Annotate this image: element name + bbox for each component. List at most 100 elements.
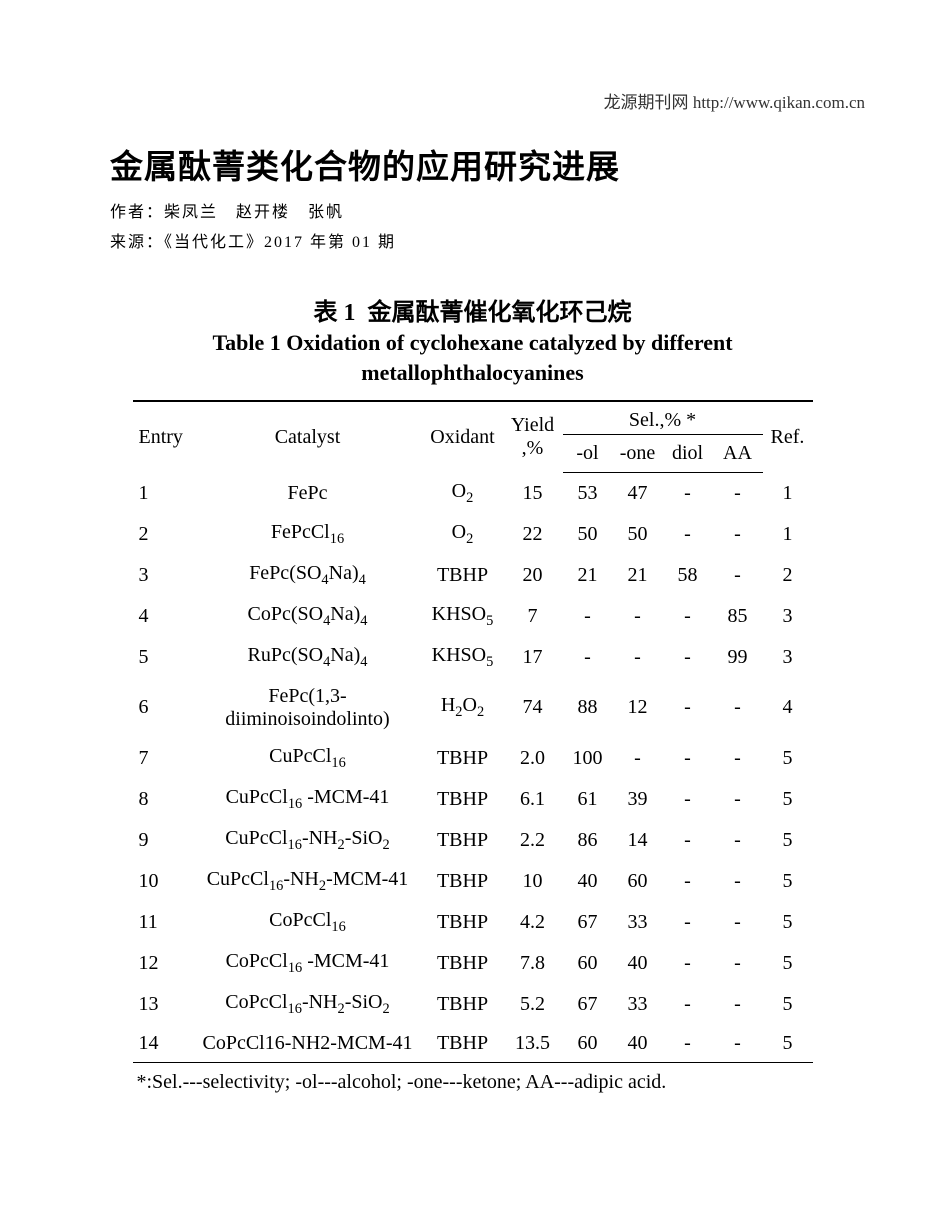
cell-catalyst: CoPcCl16 -MCM-41 <box>193 943 423 984</box>
cell-yield: 15 <box>503 473 563 514</box>
cell-ref: 3 <box>763 637 813 678</box>
header-site-name: 龙源期刊网 <box>604 93 689 112</box>
col-entry: Entry <box>133 401 193 473</box>
cell-entry: 14 <box>133 1025 193 1063</box>
cell-oxidant: TBHP <box>423 820 503 861</box>
cell-catalyst: RuPc(SO4Na)4 <box>193 637 423 678</box>
cell-sel-one: 50 <box>613 514 663 555</box>
cell-catalyst: CoPc(SO4Na)4 <box>193 596 423 637</box>
cell-oxidant: TBHP <box>423 984 503 1025</box>
data-table: Entry Catalyst Oxidant Yield ,% Sel.,% *… <box>133 400 813 1063</box>
caption-cn-prefix: 表 1 <box>314 300 356 326</box>
cell-oxidant: H2O2 <box>423 678 503 738</box>
col-oxidant: Oxidant <box>423 401 503 473</box>
cell-sel-diol: 58 <box>663 555 713 596</box>
cell-sel-aa: - <box>713 514 763 555</box>
cell-entry: 9 <box>133 820 193 861</box>
cell-yield: 2.0 <box>503 738 563 779</box>
cell-ref: 5 <box>763 738 813 779</box>
table-row: 7CuPcCl16TBHP2.0100---5 <box>133 738 813 779</box>
cell-sel-one: - <box>613 637 663 678</box>
header-source-line: 龙源期刊网 http://www.qikan.com.cn <box>604 88 865 113</box>
cell-entry: 1 <box>133 473 193 514</box>
cell-catalyst: FePc(1,3-diiminoisoindolinto) <box>193 678 423 738</box>
col-sel-aa: AA <box>713 435 763 473</box>
cell-ref: 5 <box>763 779 813 820</box>
cell-catalyst: CuPcCl16 -MCM-41 <box>193 779 423 820</box>
col-sel-one: -one <box>613 435 663 473</box>
table-row: 11CoPcCl16TBHP4.26733--5 <box>133 902 813 943</box>
cell-ref: 2 <box>763 555 813 596</box>
cell-sel-ol: 21 <box>563 555 613 596</box>
col-catalyst: Catalyst <box>193 401 423 473</box>
cell-sel-one: 21 <box>613 555 663 596</box>
cell-entry: 13 <box>133 984 193 1025</box>
cell-sel-ol: - <box>563 596 613 637</box>
table-row: 14CoPcCl16-NH2-MCM-41TBHP13.56040--5 <box>133 1025 813 1063</box>
cell-sel-ol: 60 <box>563 943 613 984</box>
cell-entry: 10 <box>133 861 193 902</box>
cell-oxidant: TBHP <box>423 779 503 820</box>
cell-entry: 7 <box>133 738 193 779</box>
cell-yield: 4.2 <box>503 902 563 943</box>
cell-sel-ol: 86 <box>563 820 613 861</box>
main-content: 金属酞菁类化合物的应用研究进展 作者：柴凤兰 赵开楼 张帆 来源：《当代化工》2… <box>0 0 945 1094</box>
col-sel-group: Sel.,% * <box>563 401 763 435</box>
cell-sel-aa: - <box>713 678 763 738</box>
table-row: 12CoPcCl16 -MCM-41TBHP7.86040--5 <box>133 943 813 984</box>
cell-sel-one: 40 <box>613 1025 663 1063</box>
cell-sel-diol: - <box>663 637 713 678</box>
cell-oxidant: TBHP <box>423 555 503 596</box>
cell-yield: 74 <box>503 678 563 738</box>
table-row: 1FePcO2155347--1 <box>133 473 813 514</box>
table-row: 8CuPcCl16 -MCM-41TBHP6.16139--5 <box>133 779 813 820</box>
cell-sel-diol: - <box>663 984 713 1025</box>
cell-sel-diol: - <box>663 820 713 861</box>
table-caption: 表 1 金属酞菁催化氧化环己烷 Table 1 Oxidation of cyc… <box>110 292 835 386</box>
cell-sel-ol: 67 <box>563 902 613 943</box>
cell-sel-diol: - <box>663 514 713 555</box>
cell-sel-one: - <box>613 738 663 779</box>
cell-yield: 5.2 <box>503 984 563 1025</box>
cell-sel-diol: - <box>663 861 713 902</box>
cell-oxidant: TBHP <box>423 861 503 902</box>
cell-sel-one: 39 <box>613 779 663 820</box>
cell-sel-aa: - <box>713 943 763 984</box>
cell-catalyst: CoPcCl16 <box>193 902 423 943</box>
cell-oxidant: KHSO5 <box>423 596 503 637</box>
cell-yield: 10 <box>503 861 563 902</box>
cell-yield: 7 <box>503 596 563 637</box>
cell-sel-one: 40 <box>613 943 663 984</box>
cell-yield: 22 <box>503 514 563 555</box>
authors-line: 作者：柴凤兰 赵开楼 张帆 <box>110 198 835 222</box>
cell-sel-aa: - <box>713 555 763 596</box>
source-value: 《当代化工》2017 年第 01 期 <box>164 234 396 251</box>
cell-sel-diol: - <box>663 678 713 738</box>
cell-oxidant: TBHP <box>423 738 503 779</box>
cell-sel-diol: - <box>663 473 713 514</box>
cell-sel-aa: - <box>713 820 763 861</box>
col-sel-ol: -ol <box>563 435 613 473</box>
table-row: 9CuPcCl16-NH2-SiO2TBHP2.28614--5 <box>133 820 813 861</box>
cell-catalyst: CoPcCl16-NH2-MCM-41 <box>193 1025 423 1063</box>
cell-entry: 4 <box>133 596 193 637</box>
cell-yield: 6.1 <box>503 779 563 820</box>
cell-ref: 5 <box>763 861 813 902</box>
cell-sel-diol: - <box>663 943 713 984</box>
cell-entry: 2 <box>133 514 193 555</box>
table-row: 13CoPcCl16-NH2-SiO2TBHP5.26733--5 <box>133 984 813 1025</box>
cell-catalyst: CoPcCl16-NH2-SiO2 <box>193 984 423 1025</box>
caption-en-line2: metallophthalocyanines <box>110 359 835 387</box>
caption-en-line1: Table 1 Oxidation of cyclohexane catalyz… <box>110 329 835 357</box>
authors-value: 柴凤兰 赵开楼 张帆 <box>164 204 344 221</box>
cell-ref: 1 <box>763 514 813 555</box>
cell-yield: 17 <box>503 637 563 678</box>
cell-sel-aa: - <box>713 473 763 514</box>
article-title: 金属酞菁类化合物的应用研究进展 <box>110 140 835 188</box>
cell-sel-ol: - <box>563 637 613 678</box>
cell-sel-aa: - <box>713 902 763 943</box>
table-row: 3FePc(SO4Na)4TBHP20212158-2 <box>133 555 813 596</box>
cell-sel-diol: - <box>663 1025 713 1063</box>
cell-catalyst: FePc(SO4Na)4 <box>193 555 423 596</box>
header-url-link[interactable]: http://www.qikan.com.cn <box>693 93 865 112</box>
